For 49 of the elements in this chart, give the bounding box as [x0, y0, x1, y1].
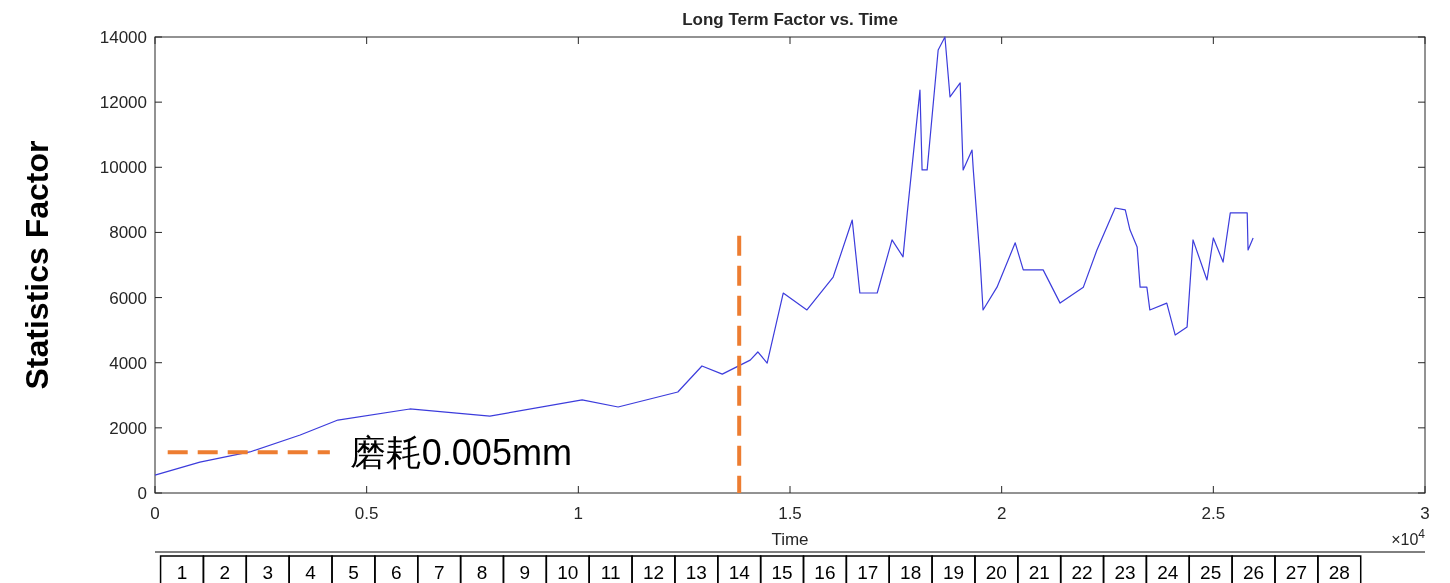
y-tick-label: 8000	[109, 223, 147, 243]
y-tick-label: 10000	[99, 158, 147, 178]
x2-tick-label: 13	[685, 562, 707, 583]
x2-tick-label: 19	[942, 562, 965, 583]
x2-tick-label: 9	[519, 562, 531, 583]
x2-tick-label: 1	[176, 562, 188, 583]
line-series	[154, 36, 1254, 476]
x-axis-title: Time	[771, 530, 809, 549]
x2-tick-label: 14	[728, 562, 751, 583]
x2-tick-label: 28	[1328, 562, 1350, 583]
x2-tick-label: 10	[557, 562, 579, 583]
series-label: 磨耗0.005mm	[349, 432, 572, 474]
x2-tick-label: 27	[1285, 562, 1307, 583]
x-tick-label: 3	[1420, 504, 1430, 523]
x2-tick-label: 26	[1242, 562, 1265, 583]
x2-tick-label: 17	[857, 562, 879, 583]
y-tick-label: 4000	[109, 353, 147, 373]
x2-tick-label: 20	[985, 562, 1007, 583]
y-tick-label: 12000	[99, 93, 147, 113]
y-tick-label: 0	[137, 484, 147, 503]
y-tick-label: 14000	[99, 28, 147, 47]
x2-tick-label: 8	[476, 562, 488, 583]
x2-tick-label: 12	[642, 562, 665, 583]
x2-tick-label: 2	[219, 562, 231, 583]
chart-title: Long Term Factor vs. Time	[682, 10, 898, 29]
x-tick-label: 2.5	[1201, 504, 1226, 523]
x2-tick-label: 24	[1157, 562, 1179, 583]
x2-tick-label: 23	[1114, 562, 1136, 583]
x2-tick-label: 11	[600, 562, 621, 583]
x2-tick-label: 5	[348, 562, 359, 583]
x-tick-label: 2	[996, 504, 1007, 523]
x-tick-label: 0	[150, 504, 160, 523]
y-tick-label: 6000	[109, 288, 147, 308]
x-tick-label: 1	[573, 504, 584, 523]
x-tick-label: 0.5	[354, 504, 379, 523]
x2-tick-label: 7	[433, 562, 445, 583]
x2-tick-label: 6	[391, 562, 402, 583]
x2-tick-label: 15	[771, 562, 793, 583]
y-axis-title: Statistics Factor	[19, 140, 55, 390]
x2-tick-label: 21	[1028, 562, 1050, 583]
y-tick-label: 2000	[109, 418, 147, 438]
x-tick-label: 1.5	[778, 504, 802, 523]
x2-tick-label: 25	[1200, 562, 1222, 583]
x2-tick-label: 3	[262, 562, 274, 583]
text: ×10$^{4}$	[1391, 527, 1426, 548]
x2-tick-label: 16	[814, 562, 836, 583]
x2-tick-label: 4	[305, 562, 317, 583]
x2-tick-label: 22	[1071, 562, 1093, 583]
x2-tick-label: 18	[900, 562, 922, 583]
